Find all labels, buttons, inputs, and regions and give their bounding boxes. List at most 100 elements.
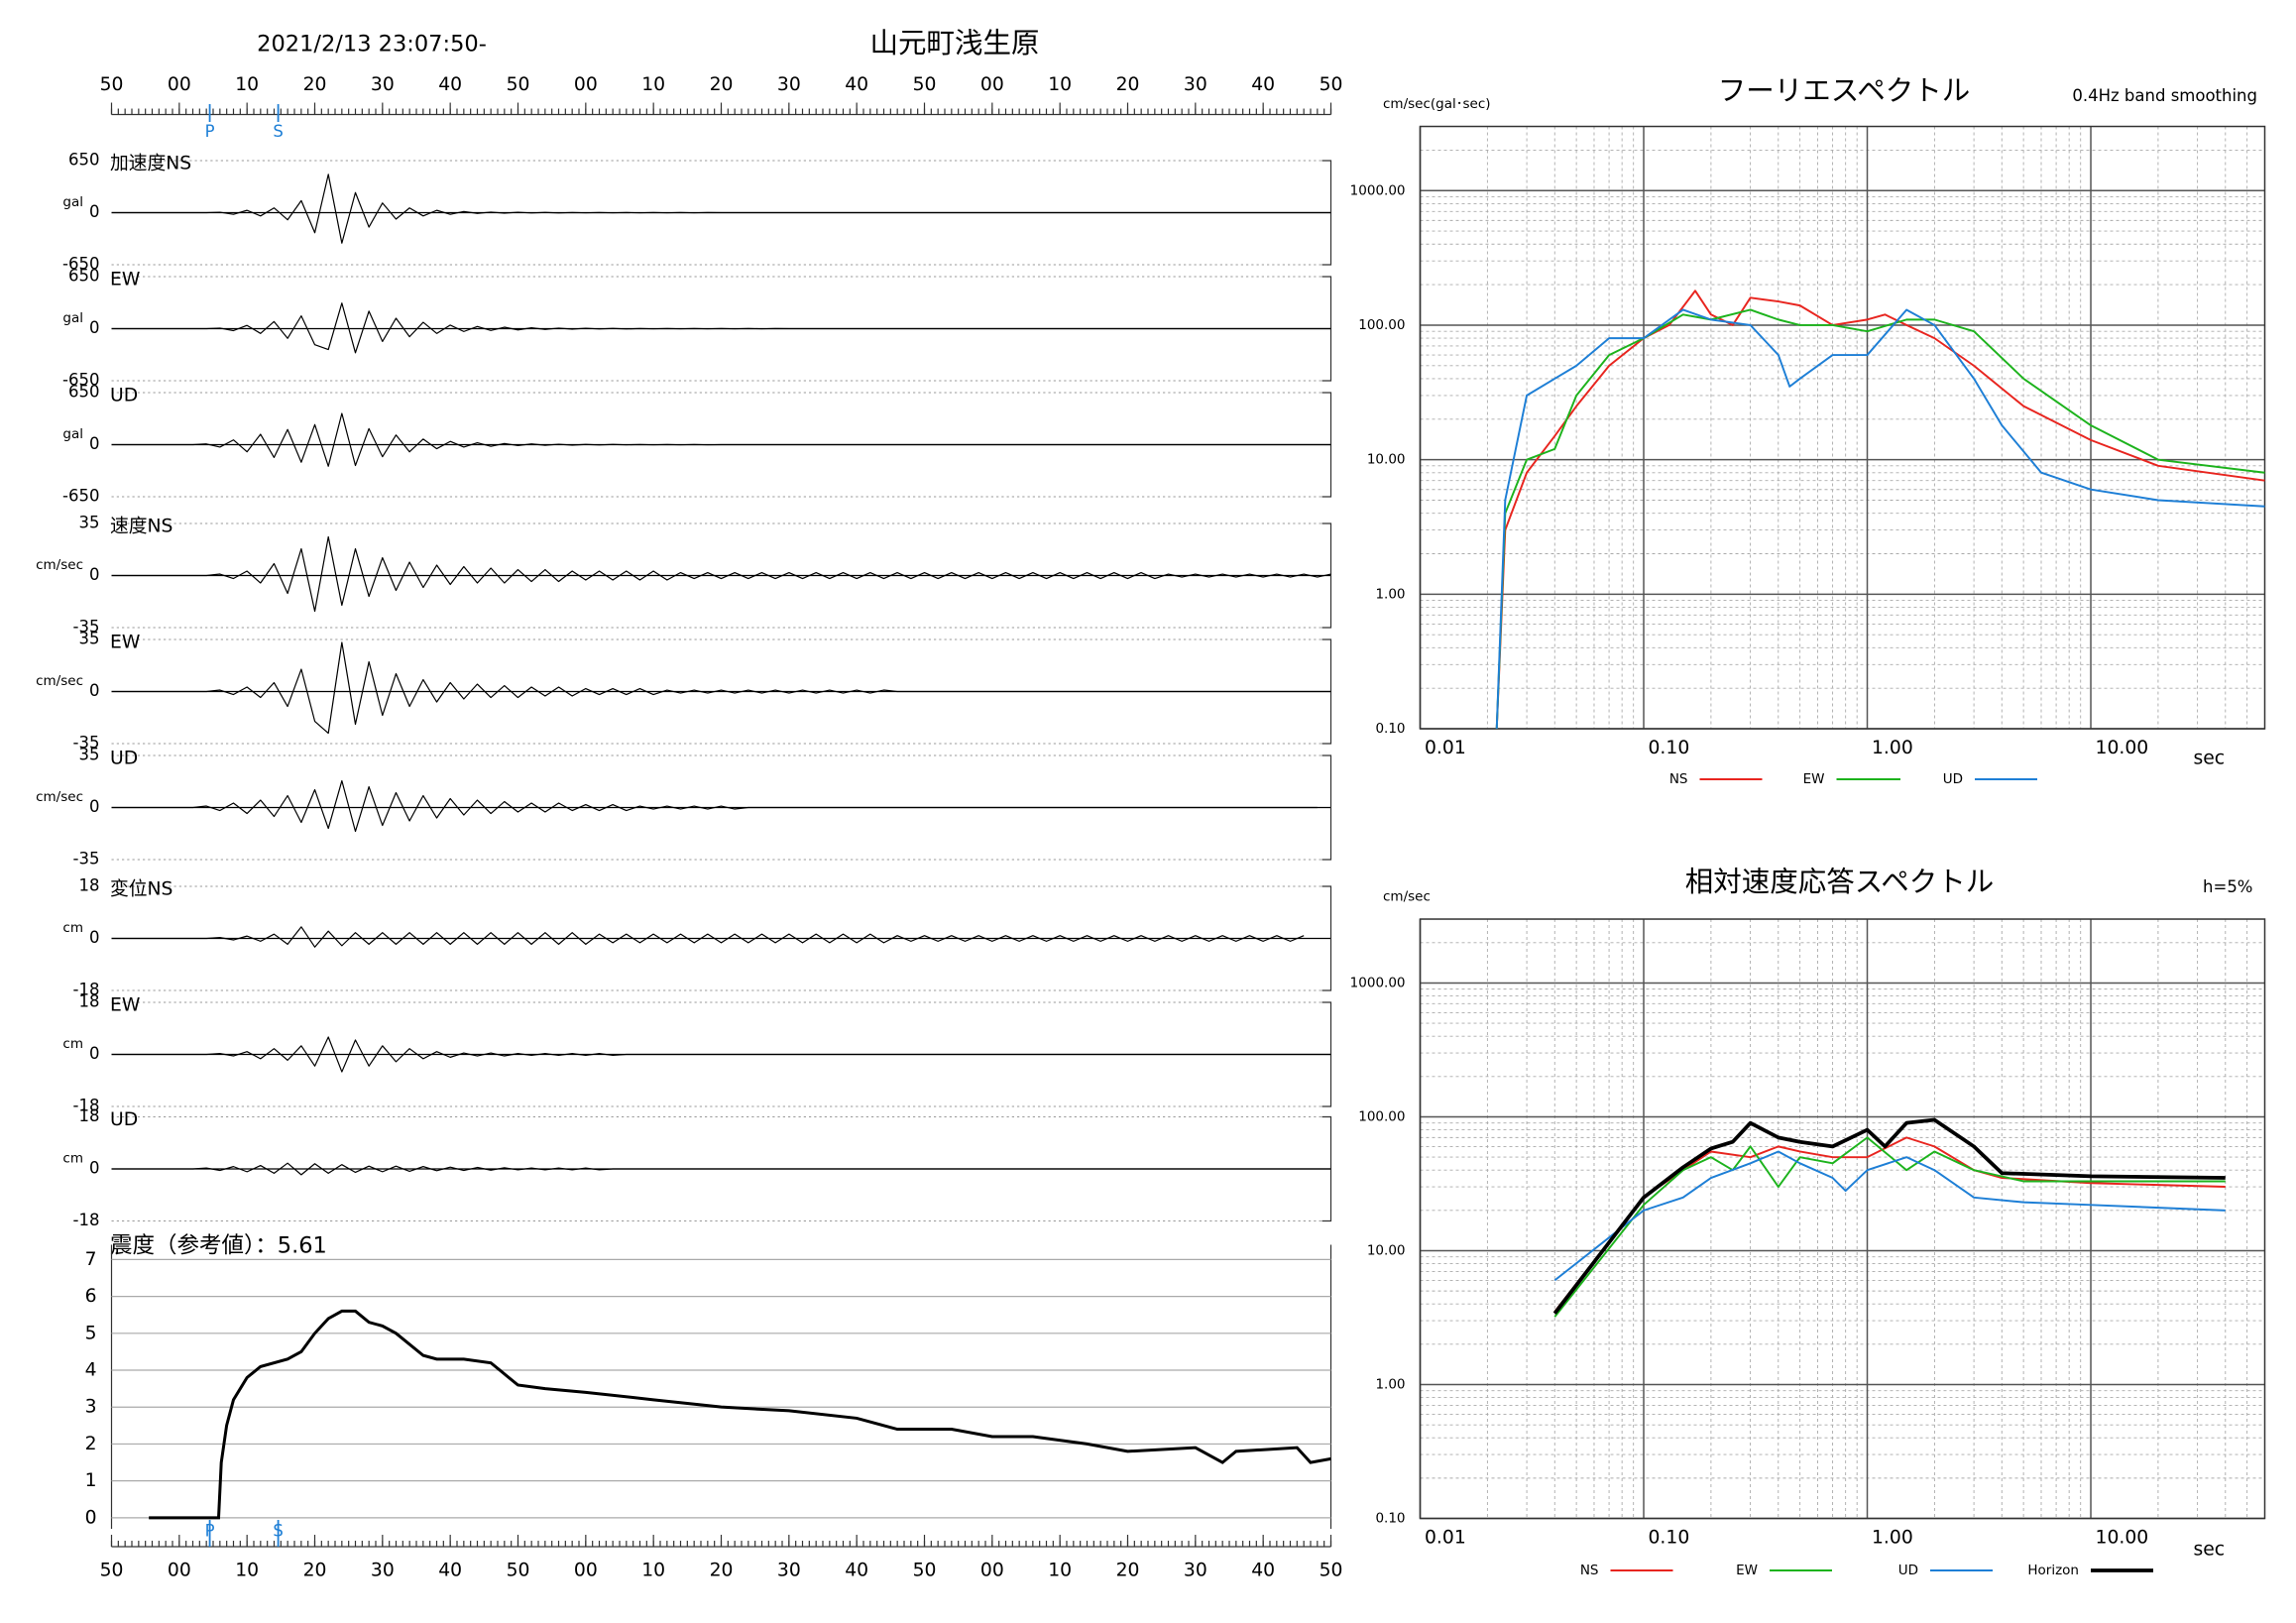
y-tick-label: -650 (62, 255, 99, 274)
y-tick-label: 35 (79, 746, 100, 764)
unit-label: cm (62, 920, 83, 936)
y-tick-label: -650 (62, 487, 99, 506)
y-axis-label: cm/sec (1383, 889, 1431, 905)
x-tick-label: 40 (1251, 74, 1275, 95)
chart-title: 2021/2/13 23:07:50- (257, 32, 487, 58)
x-tick-label: 0.10 (1649, 1528, 1690, 1549)
y-axis-label: cm/sec(gal･sec) (1383, 96, 1491, 112)
y-tick-label: 35 (79, 514, 100, 532)
legend-label: NS (1669, 771, 1688, 787)
legend-label: EW (1803, 771, 1825, 787)
x-tick-label: 0.01 (1425, 738, 1466, 758)
chart-subtitle: h=5% (2203, 877, 2252, 896)
y-tick-label: 100.00 (1358, 317, 1405, 333)
waveform-trace (111, 1036, 1331, 1073)
x-tick-label: 10.00 (2096, 738, 2149, 758)
y-tick-label: 1 (85, 1470, 97, 1491)
panel-name: EW (110, 270, 140, 290)
x-tick-label: 10 (641, 74, 665, 95)
y-tick-label: 6 (85, 1286, 97, 1307)
chart-title: フーリエスペクトル (1718, 74, 1971, 107)
x-tick-label: 10 (235, 74, 259, 95)
x-tick-label: 20 (303, 1561, 327, 1581)
y-tick-label: 650 (68, 151, 100, 170)
waveform-trace (111, 926, 1305, 948)
legend-label: NS (1580, 1563, 1599, 1578)
x-tick-label: 0.01 (1425, 1528, 1466, 1549)
panel-name: UD (110, 1109, 138, 1130)
panel-name: UD (110, 386, 138, 406)
x-tick-label: 20 (1116, 74, 1140, 95)
y-tick-label: 18 (79, 876, 100, 895)
y-tick-label: -18 (73, 1097, 100, 1115)
y-tick-label: 0 (89, 797, 100, 816)
y-tick-label: -18 (73, 1211, 100, 1229)
waveform-trace (111, 174, 1331, 244)
x-tick-label: 00 (574, 74, 598, 95)
legend-label: Horizon (2027, 1563, 2079, 1578)
spectrum-line (1495, 308, 2265, 730)
x-tick-label: 20 (303, 74, 327, 95)
x-tick-label: 10 (1048, 74, 1072, 95)
y-tick-label: 100.00 (1358, 1108, 1405, 1124)
x-tick-label: 30 (371, 1561, 395, 1581)
phase-label: P (205, 122, 215, 141)
x-tick-label: 00 (980, 1561, 1004, 1581)
y-tick-label: 650 (68, 383, 100, 402)
unit-label: cm (62, 1036, 83, 1052)
y-tick-label: 10.00 (1367, 1242, 1406, 1258)
waveform-trace (111, 779, 1318, 833)
y-tick-label: -35 (73, 850, 100, 869)
x-tick-label: 0.10 (1649, 738, 1690, 758)
y-tick-label: -650 (62, 371, 99, 390)
x-tick-label: 40 (845, 74, 868, 95)
y-tick-label: 0 (85, 1507, 97, 1528)
x-tick-label: 50 (913, 1561, 937, 1581)
x-tick-label: 20 (710, 74, 734, 95)
station-name: 山元町浅生原 (869, 27, 1039, 59)
unit-label: cm/sec (36, 557, 83, 573)
x-tick-label: 20 (1116, 1561, 1140, 1581)
panel-bracket (1321, 754, 1332, 861)
x-tick-label: 50 (913, 74, 937, 95)
y-tick-label: 0 (89, 1044, 100, 1063)
y-tick-label: 1.00 (1375, 586, 1405, 602)
chart-subtitle: 0.4Hz band smoothing (2072, 86, 2257, 105)
plot-frame (1419, 125, 2266, 730)
x-tick-label: 30 (1184, 1561, 1207, 1581)
x-tick-label: 10 (235, 1561, 259, 1581)
x-tick-label: 40 (845, 1561, 868, 1581)
unit-label: gal (62, 310, 83, 326)
y-tick-label: 0 (89, 318, 100, 337)
y-tick-label: 18 (79, 1106, 100, 1125)
x-tick-label: 1.00 (1872, 738, 1913, 758)
waveform-trace (111, 641, 1331, 735)
y-tick-label: 3 (85, 1397, 97, 1418)
legend-label: UD (1943, 771, 1963, 787)
x-tick-label: 00 (168, 74, 191, 95)
y-tick-label: 0 (89, 928, 100, 947)
y-tick-label: 650 (68, 267, 100, 286)
spectrum-line (1553, 1136, 2226, 1318)
legend-label: EW (1736, 1563, 1758, 1578)
x-tick-label: 10 (1048, 1561, 1072, 1581)
x-tick-label: 30 (777, 1561, 801, 1581)
y-tick-label: -35 (73, 734, 100, 753)
x-axis-label: sec (2194, 749, 2226, 769)
waveform-trace (111, 412, 1331, 467)
x-tick-label: 20 (710, 1561, 734, 1581)
panel-name: EW (110, 633, 140, 653)
unit-label: cm/sec (36, 789, 83, 805)
x-tick-label: 30 (371, 74, 395, 95)
phase-label: S (273, 1522, 283, 1541)
panel-name: UD (110, 749, 138, 769)
spectrum-line (1495, 290, 2265, 730)
panel-bracket (1321, 885, 1332, 991)
x-tick-label: 40 (438, 1561, 462, 1581)
spectrum-line (1553, 1150, 2226, 1282)
x-tick-label: 00 (574, 1561, 598, 1581)
y-tick-label: 4 (85, 1360, 97, 1381)
waveform-trace (111, 1162, 1331, 1176)
y-tick-label: 0 (89, 202, 100, 221)
y-tick-label: 1.00 (1375, 1377, 1405, 1393)
